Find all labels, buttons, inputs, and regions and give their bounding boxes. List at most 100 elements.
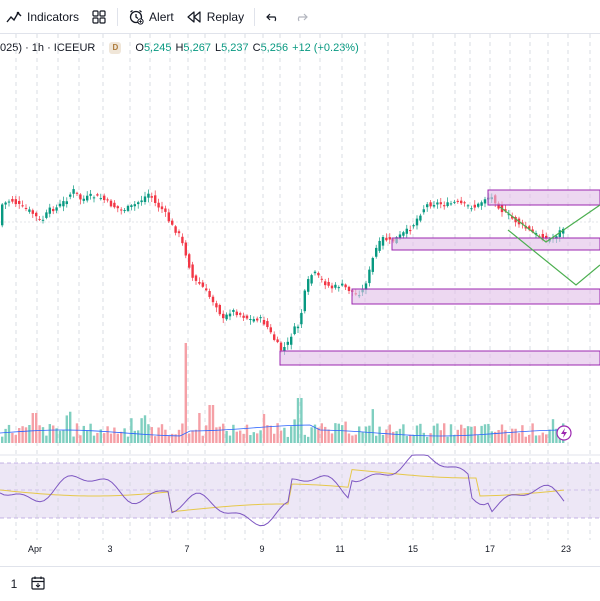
volume-bar (130, 418, 133, 443)
templates-button[interactable] (85, 0, 113, 33)
candle-body (198, 282, 201, 284)
candle-body (160, 206, 164, 210)
delayed-badge[interactable]: D (109, 42, 122, 54)
candle-body (58, 203, 62, 207)
volume-bar (211, 405, 215, 443)
ohlc-close: C5,256 (249, 42, 288, 54)
candle-body (341, 283, 344, 286)
volume-bar (184, 343, 187, 443)
volume-bar (239, 430, 242, 443)
open-key: O (135, 42, 144, 54)
candle-body (432, 205, 436, 207)
undo-icon (265, 9, 281, 25)
volume-bar (18, 428, 21, 443)
volume-bar (116, 433, 119, 443)
candle-body (337, 287, 340, 289)
candle-body (276, 339, 279, 343)
support-resistance-zone (391, 237, 600, 251)
volume-bar (7, 424, 11, 443)
volume-bar (35, 413, 38, 443)
candle-body (531, 229, 534, 233)
redo-button[interactable] (287, 0, 315, 33)
x-axis-label: 11 (335, 544, 344, 554)
volume-bar (99, 429, 102, 443)
candle-body (208, 291, 211, 297)
candle-body (545, 235, 548, 240)
volume-bar (514, 428, 517, 443)
candle-body (86, 195, 89, 201)
volume-bar (541, 432, 544, 443)
close-value: 5,256 (260, 42, 289, 54)
volume-bar (72, 436, 75, 443)
candle-body (120, 209, 123, 211)
volume-bar (174, 434, 177, 443)
date-range-button[interactable] (28, 574, 48, 594)
volume-bar (354, 434, 357, 443)
volume-bar (439, 430, 442, 443)
timeframe-button[interactable]: 1 (4, 574, 24, 594)
candle-body (123, 210, 126, 212)
undo-button[interactable] (259, 0, 287, 33)
symbol-label[interactable]: 025) · 1h · ICEEUR (0, 42, 96, 54)
candle-body (412, 225, 415, 227)
volume-bar (256, 433, 259, 443)
volume-bar (290, 426, 293, 443)
volume-bar (398, 428, 402, 443)
candle-body (259, 317, 262, 319)
volume-bar (28, 425, 31, 443)
candle-body (103, 195, 106, 201)
volume-bar (371, 409, 374, 443)
volume-bar (310, 427, 313, 443)
replay-button[interactable]: Replay (180, 0, 250, 33)
projection-path (507, 229, 600, 286)
volume-bar (337, 423, 340, 443)
candle-body (201, 282, 204, 287)
candle-body (11, 198, 14, 202)
candle-body (375, 247, 378, 257)
volume-bar (419, 423, 422, 443)
volume-bar (412, 435, 415, 443)
candle-body (72, 189, 75, 194)
candle-body (157, 202, 160, 208)
replay-label: Replay (206, 9, 245, 24)
volume-bar (252, 432, 255, 443)
volume-bar (133, 430, 136, 443)
volume-bar (375, 435, 378, 443)
alert-icon (128, 9, 144, 25)
candle-body (21, 205, 24, 207)
candle-body (279, 342, 283, 351)
candle-body (320, 278, 323, 280)
volume-bar (4, 428, 7, 443)
candle-body (307, 279, 310, 292)
candle-body (150, 196, 153, 198)
volume-bar (429, 433, 432, 443)
ohlc-high: H5,267 (171, 42, 210, 54)
volume-bar (120, 431, 123, 443)
volume-bar (483, 424, 487, 443)
volume-bar (466, 426, 470, 443)
volume-bar (531, 423, 534, 443)
indicators-button[interactable]: Indicators (0, 0, 85, 33)
candle-body (269, 327, 272, 333)
volume-bar (330, 433, 334, 443)
candle-body (334, 284, 337, 288)
volume-bar (415, 425, 419, 443)
candle-body (194, 275, 198, 281)
projection-path (499, 204, 600, 243)
volume-bar (507, 434, 510, 443)
candle-body (262, 319, 266, 325)
candle-body (528, 226, 531, 230)
candle-body (286, 341, 289, 345)
candle-body (378, 240, 381, 251)
candle-body (55, 207, 58, 211)
price-chart[interactable]: Apr 3 7 9 11 15 17 23 (0, 34, 600, 566)
support-resistance-zone (351, 288, 600, 305)
alert-button[interactable]: Alert (122, 0, 180, 33)
candle-body (368, 269, 371, 284)
volume-bar (545, 434, 548, 443)
volume-bar (249, 435, 252, 443)
candle-body (443, 205, 446, 207)
volume-bar (453, 434, 456, 443)
top-toolbar: Indicators Alert Replay (0, 0, 600, 34)
candle-body (31, 210, 34, 214)
